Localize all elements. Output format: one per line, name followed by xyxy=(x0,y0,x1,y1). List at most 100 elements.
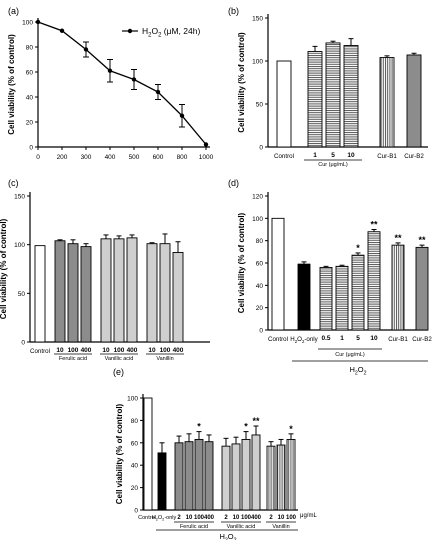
data-point xyxy=(179,113,185,118)
x-tick-label: 10 xyxy=(186,515,193,521)
bar xyxy=(307,51,323,148)
y-tick-label: 0 xyxy=(259,145,263,152)
x-tick-label: 2 xyxy=(269,515,273,521)
bar xyxy=(343,45,359,148)
panel-label: (c) xyxy=(8,178,19,188)
y-tick-label: 100 xyxy=(252,216,263,223)
data-point xyxy=(35,19,41,25)
bar xyxy=(146,243,158,343)
data-point xyxy=(83,47,89,52)
bar xyxy=(80,246,92,343)
bar xyxy=(276,60,292,148)
bar xyxy=(231,443,241,511)
unit-label: μg/mL xyxy=(300,513,317,519)
bar xyxy=(241,438,251,511)
x-tick-label: Cur-B2 xyxy=(404,153,424,160)
x-tick-label: 0.5 xyxy=(321,335,330,342)
bar xyxy=(100,238,112,343)
bar xyxy=(251,434,261,511)
significance-star: * xyxy=(356,243,360,253)
x-tick-label: 200 xyxy=(57,154,68,161)
x-tick-label: 100 xyxy=(194,515,205,521)
x-tick-label: 10 xyxy=(148,347,156,354)
data-point xyxy=(203,142,209,147)
x-tick-label: 5 xyxy=(356,335,360,342)
bar xyxy=(34,245,46,343)
panel-label: (b) xyxy=(228,6,239,16)
y-axis-title: Cell viability (% of control) xyxy=(0,218,8,319)
significance-star: ** xyxy=(252,416,260,426)
y-axis-title: Cell viability (% of control) xyxy=(237,32,246,133)
x-tick-label: Control xyxy=(138,515,156,521)
x-tick-label: 5 xyxy=(331,152,335,159)
y-tick-label: 20 xyxy=(131,485,139,492)
group-label: Vanillin xyxy=(156,356,173,362)
x-tick-label: 100 xyxy=(68,347,79,354)
x-tick-label: 400 xyxy=(105,154,116,161)
y-tick-label: 80 xyxy=(256,238,264,245)
x-tick-label: 400 xyxy=(81,347,92,354)
x-tick-label: H2​O2​-only xyxy=(290,336,318,344)
x-tick-label: 500 xyxy=(129,154,140,161)
panel-label: (a) xyxy=(8,6,19,16)
x-tick-label: 800 xyxy=(177,154,188,161)
x-tick-label: 10 xyxy=(370,335,378,342)
bar xyxy=(325,42,341,148)
x-tick-label: 600 xyxy=(153,154,164,161)
bar xyxy=(67,243,79,343)
x-tick-label: Cur-B1 xyxy=(388,336,408,343)
bar xyxy=(266,445,276,511)
bar xyxy=(379,57,395,148)
group-label: Ferulic acid xyxy=(59,356,87,362)
bar xyxy=(157,452,167,511)
y-tick-label: 60 xyxy=(256,261,264,268)
x-tick-label: 2 xyxy=(224,515,228,521)
group-label: Vanillic acid xyxy=(105,356,134,362)
y-tick-label: 80 xyxy=(26,45,34,52)
y-tick-label: 0 xyxy=(134,508,138,515)
y-tick-label: 40 xyxy=(131,463,139,470)
y-tick-label: 60 xyxy=(26,70,34,77)
legend-label: H2​O2​ (μM, 24h) xyxy=(142,26,200,39)
y-tick-label: 50 xyxy=(256,102,264,109)
y-tick-label: 40 xyxy=(256,283,264,290)
significance-star: * xyxy=(244,422,248,432)
group-label: Cur (μg/mL) xyxy=(318,162,348,168)
x-tick-label: 300 xyxy=(81,154,92,161)
data-point xyxy=(131,77,137,82)
y-axis-title: Cell viability (% of control) xyxy=(7,34,16,135)
y-tick-label: 150 xyxy=(14,194,25,201)
x-tick-label: 1 xyxy=(313,152,317,159)
x-tick-label: 1 xyxy=(340,335,344,342)
x-tick-label: 10 xyxy=(278,515,285,521)
x-tick-label: 2 xyxy=(177,515,181,521)
y-axis-title: Cell viability (% of control) xyxy=(115,403,124,504)
y-tick-label: 0 xyxy=(259,328,263,335)
h2o2-bracket-label: H2​O2​ xyxy=(349,365,366,376)
bar xyxy=(271,217,285,331)
x-tick-label: 100 xyxy=(160,347,171,354)
x-tick-label: Cur-B1 xyxy=(377,153,397,160)
y-tick-label: 0 xyxy=(21,340,25,347)
data-point xyxy=(59,28,65,33)
x-tick-label: Control xyxy=(274,153,294,160)
bar xyxy=(297,263,311,331)
y-tick-label: 50 xyxy=(18,291,26,298)
bar xyxy=(276,444,286,511)
bar xyxy=(184,441,194,511)
x-tick-label: 10 xyxy=(233,515,240,521)
x-tick-label: 10 xyxy=(347,152,355,159)
y-tick-label: 80 xyxy=(131,418,139,425)
bar xyxy=(221,445,231,511)
bar xyxy=(319,267,333,331)
x-tick-label: H2​O2​-only xyxy=(152,515,177,522)
bar xyxy=(351,254,365,331)
significance-star: ** xyxy=(394,233,402,243)
bar xyxy=(335,265,349,331)
data-point xyxy=(107,68,113,73)
significance-star: ** xyxy=(370,220,378,230)
x-tick-label: 0 xyxy=(36,154,40,161)
bar xyxy=(126,237,138,343)
y-tick-label: 20 xyxy=(26,120,34,127)
